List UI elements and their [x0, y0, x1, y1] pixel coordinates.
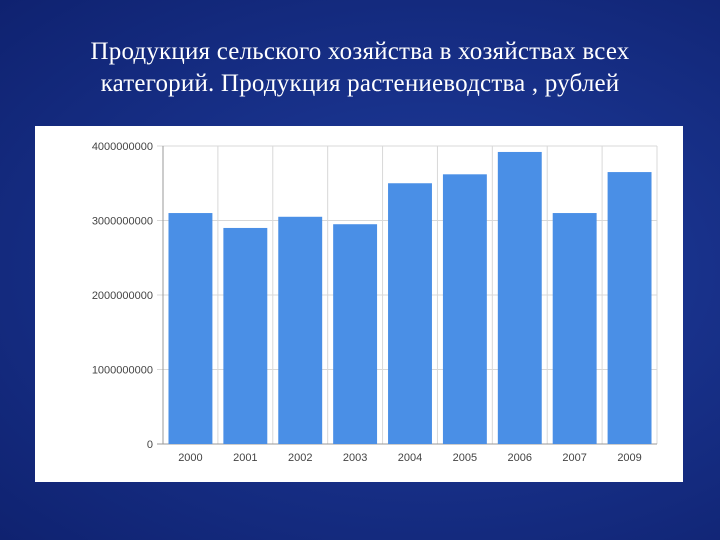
slide-title: Продукция сельского хозяйства в хозяйств…: [20, 36, 700, 100]
bar-2004: [388, 183, 432, 444]
y-tick-label: 3000000000: [92, 216, 153, 228]
y-tick-label: 1000000000: [92, 365, 153, 377]
bar-2007: [552, 213, 597, 444]
y-tick-label: 2000000000: [92, 290, 153, 302]
bar-2006: [497, 151, 542, 444]
bar-2001: [223, 227, 268, 444]
y-tick-label: 4000000000: [92, 141, 153, 153]
x-tick-label-2002: 2002: [288, 452, 312, 464]
y-tick-label: 0: [147, 439, 153, 451]
x-tick-label-2004: 2004: [398, 452, 422, 464]
bar-2009: [607, 172, 652, 444]
x-tick-label-2000: 2000: [178, 452, 202, 464]
bar-2005: [442, 174, 487, 444]
bar-2003: [333, 224, 378, 444]
bar-2000: [168, 213, 213, 444]
x-tick-label-2005: 2005: [453, 452, 477, 464]
bar-chart: 0 1000000000 2000000000 3000000000 400000000…: [92, 141, 658, 464]
slide-title-line-2: категорий. Продукция растениеводства , р…: [100, 70, 620, 97]
x-tick-label-2003: 2003: [343, 452, 367, 464]
chart-panel: 0 1000000000 2000000000 3000000000 400000000…: [35, 126, 683, 482]
slide-title-line-1: Продукция сельского хозяйства в хозяйств…: [90, 38, 630, 65]
x-tick-label-2007: 2007: [562, 452, 586, 464]
x-tick-label-2006: 2006: [508, 452, 532, 464]
x-tick-label-2001: 2001: [233, 452, 257, 464]
bar-2002: [278, 216, 323, 444]
x-tick-label-2009: 2009: [617, 452, 641, 464]
